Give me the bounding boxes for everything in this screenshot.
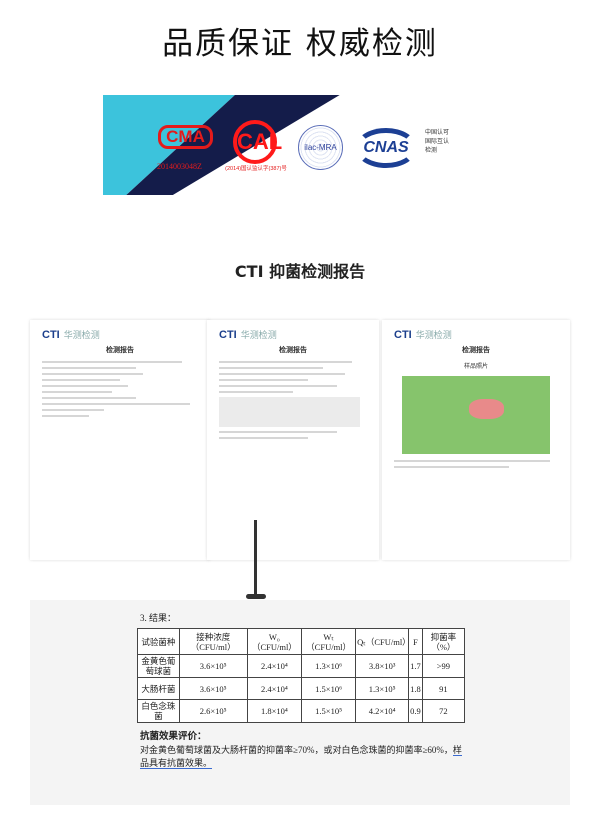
evaluation: 抗菌效果评价： 对金黄色葡萄球菌及大肠杆菌的抑菌率≥70%，或对白色念珠菌的抑菌… (140, 730, 470, 770)
report-page-2: CTI 华测检测 检测报告 (207, 320, 379, 560)
cell: 2.6×10⁵ (178, 699, 248, 723)
report-heading: 检测报告 (106, 346, 134, 354)
header-cell: W₀（CFU/ml） (246, 628, 303, 655)
ilac-mra-logo: ilac-MRA (298, 125, 343, 170)
cnas-text: 中国认可 国际互认 检测 (425, 130, 450, 154)
evaluation-heading: 抗菌效果评价： (140, 732, 207, 742)
evaluation-conclusion: 样品具有抗菌效果。 (140, 745, 462, 769)
cell: 1.3×10⁵ (355, 677, 410, 700)
cti-logo: CTI 华测检测 (219, 329, 277, 341)
cell: >99 (421, 654, 466, 678)
magnifier-base (246, 594, 266, 599)
cell: 3.6×10⁵ (178, 654, 248, 678)
cell: 1.3×10⁶ (301, 654, 357, 678)
magnifier-stick (254, 520, 257, 598)
header-cell: F (408, 628, 423, 655)
evaluation-text: 对金黄色葡萄球菌及大肠杆菌的抑菌率≥70%，或对白色念珠菌的抑菌率≥60%， (140, 745, 453, 755)
header-cell: 试验菌种 (137, 628, 180, 655)
cell: 金黄色葡萄球菌 (137, 654, 180, 678)
cell: 1.7 (408, 654, 423, 678)
cell: 72 (421, 699, 466, 723)
report-heading: 检测报告 (462, 346, 490, 354)
page-title: 品质保证 权威检测 (162, 26, 438, 62)
cti-logo: CTI 华测检测 (394, 329, 452, 341)
sample-photo (402, 376, 550, 454)
table-row: 金黄色葡萄球菌 3.6×10⁵ 2.4×10⁴ 1.3×10⁶ 3.8×10³ 1.7 >9… (137, 654, 466, 678)
results-label: 3. 结果： (140, 613, 177, 623)
header-cell: Qₜ（CFU/ml） (355, 628, 411, 655)
table-header-row: 试验菌种 接种浓度（CFU/ml） W₀（CFU/ml） Wₜ（CFU/ml） … (137, 628, 466, 655)
photo-label: 样品照片 (463, 363, 488, 370)
cal-number: (2014)国认监认字(387)号 (225, 166, 287, 172)
table-row: 白色念珠菌 2.6×10⁵ 1.8×10⁴ 1.5×10⁵ 4.2×10⁴ 0.9 72 (137, 699, 466, 723)
results-zoom-panel: 3. 结果： 试验菌种 接种浓度（CFU/ml） W₀（CFU/ml） Wₜ（C… (30, 600, 570, 805)
cal-logo: CAL (233, 120, 282, 164)
report-page-3: CTI 华测检测 检测报告 样品照片 (382, 320, 570, 560)
cell: 大肠杆菌 (137, 677, 180, 700)
cell: 3.6×10⁵ (178, 677, 248, 700)
cell: 1.8×10⁴ (246, 699, 303, 723)
report-heading: 检测报告 (279, 346, 307, 354)
cell: 1.8 (408, 677, 423, 700)
cell: 白色念珠菌 (137, 699, 180, 723)
header-cell: 接种浓度（CFU/ml） (178, 628, 248, 655)
cell: 2.4×10⁴ (246, 677, 303, 700)
cell: 4.2×10⁴ (355, 699, 410, 723)
table-row: 大肠杆菌 3.6×10⁵ 2.4×10⁴ 1.5×10⁶ 1.3×10⁵ 1.8 91 (137, 677, 466, 700)
cnas-logo: CNAS (355, 128, 417, 168)
cell: 3.8×10³ (355, 654, 410, 678)
header-cell: Wₜ（CFU/ml） (301, 628, 357, 655)
cell: 1.5×10⁵ (301, 699, 357, 723)
cti-logo: CTI 华测检测 (42, 329, 100, 341)
cell: 91 (421, 677, 466, 700)
cma-logo: CMA (158, 125, 213, 149)
section-subtitle: CTI 抑菌检测报告 (234, 262, 366, 281)
certification-logo-banner: CMA 2014003048Z CAL (2014)国认监认字(387)号 il… (103, 95, 491, 195)
cma-number: 2014003048Z (157, 162, 202, 171)
cell: 2.4×10⁴ (246, 654, 303, 678)
results-table: 试验菌种 接种浓度（CFU/ml） W₀（CFU/ml） Wₜ（CFU/ml） … (137, 628, 466, 723)
report-page-1: CTI 华测检测 检测报告 (30, 320, 210, 560)
header-cell: 抑菌率（%） (421, 628, 466, 655)
cell: 1.5×10⁶ (301, 677, 357, 700)
cell: 0.9 (408, 699, 423, 723)
